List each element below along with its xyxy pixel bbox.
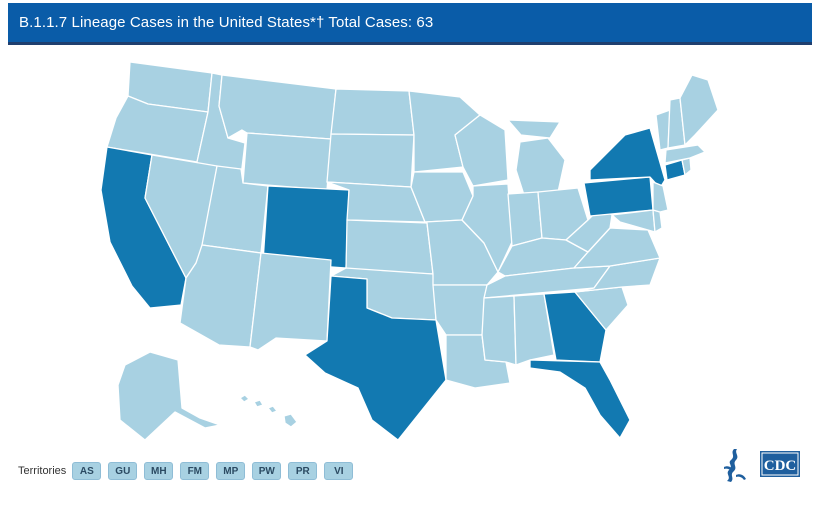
state-pennsylvania[interactable] [583, 176, 654, 217]
state-delaware[interactable] [652, 209, 663, 233]
territory-button-as[interactable]: AS [72, 462, 102, 480]
state-arkansas[interactable] [432, 284, 488, 336]
state-maryland[interactable] [611, 209, 656, 233]
cdc-logo-box [760, 451, 800, 477]
state-hawaii[interactable] [239, 394, 298, 428]
state-alabama[interactable] [513, 293, 555, 366]
cdc-logo: CDC [724, 449, 800, 482]
state-new-york[interactable] [589, 127, 666, 189]
state-mississippi[interactable] [481, 295, 517, 366]
territories-label: Territories [18, 465, 67, 477]
state-montana[interactable] [218, 74, 337, 140]
state-wisconsin[interactable] [454, 114, 509, 187]
hhs-eagle-icon [724, 449, 746, 482]
state-alaska[interactable] [117, 351, 221, 441]
cdc-logo-inner-border [761, 452, 799, 476]
territory-button-mp[interactable]: MP [216, 462, 246, 480]
state-indiana[interactable] [507, 191, 543, 247]
state-new-jersey[interactable] [652, 181, 669, 213]
state-kansas[interactable] [345, 219, 434, 275]
territory-button-pr[interactable]: PR [288, 462, 318, 480]
territory-buttons: AS GU MH FM MP PW PR VI [72, 462, 360, 480]
state-maine[interactable] [679, 74, 719, 146]
territory-button-pw[interactable]: PW [252, 462, 282, 480]
territories-bar: Territories AS GU MH FM MP PW PR VI [18, 461, 360, 481]
state-north-dakota[interactable] [330, 88, 415, 136]
territory-button-fm[interactable]: FM [180, 462, 210, 480]
state-texas[interactable] [304, 275, 447, 441]
state-new-mexico[interactable] [249, 252, 332, 351]
state-georgia[interactable] [543, 291, 607, 363]
state-massachusetts[interactable] [664, 144, 706, 164]
territory-button-vi[interactable]: VI [324, 462, 354, 480]
territory-button-gu[interactable]: GU [108, 462, 138, 480]
map-title: B.1.1.7 Lineage Cases in the United Stat… [19, 14, 434, 31]
state-florida[interactable] [529, 359, 631, 439]
state-south-dakota[interactable] [326, 133, 415, 188]
state-michigan[interactable] [507, 119, 566, 196]
map-title-bar: B.1.1.7 Lineage Cases in the United Stat… [8, 3, 812, 45]
state-wyoming[interactable] [242, 132, 332, 191]
territory-button-mh[interactable]: MH [144, 462, 174, 480]
cdc-logo-text: CDC [764, 458, 797, 474]
